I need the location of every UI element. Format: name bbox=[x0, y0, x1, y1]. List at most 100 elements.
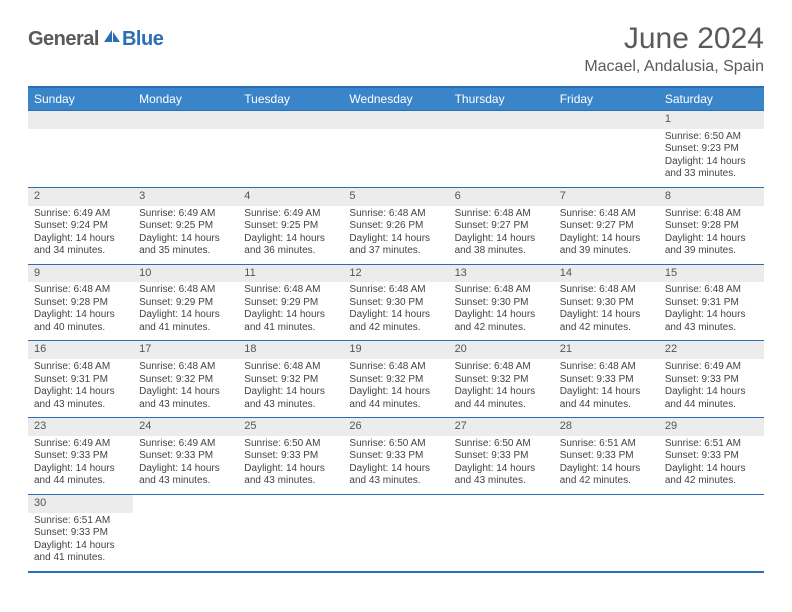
daylight-line-2: and 39 minutes. bbox=[665, 245, 758, 258]
sunset-line: Sunset: 9:26 PM bbox=[349, 220, 442, 233]
daylight-line-2: and 42 minutes. bbox=[560, 322, 653, 335]
sunset-line: Sunset: 9:33 PM bbox=[34, 450, 127, 463]
daylight-line-1: Daylight: 14 hours bbox=[244, 309, 337, 322]
day-cell bbox=[659, 494, 764, 571]
day-header-wednesday: Wednesday bbox=[343, 87, 448, 111]
daylight-line-2: and 42 minutes. bbox=[349, 322, 442, 335]
day-number: 21 bbox=[554, 341, 659, 359]
day-number: 12 bbox=[343, 265, 448, 283]
day-number: 28 bbox=[554, 418, 659, 436]
empty-day-strip bbox=[238, 111, 343, 129]
daylight-line-1: Daylight: 14 hours bbox=[665, 233, 758, 246]
day-cell: 28Sunrise: 6:51 AMSunset: 9:33 PMDayligh… bbox=[554, 418, 659, 495]
day-cell: 14Sunrise: 6:48 AMSunset: 9:30 PMDayligh… bbox=[554, 264, 659, 341]
daylight-line-2: and 44 minutes. bbox=[560, 399, 653, 412]
sunset-line: Sunset: 9:31 PM bbox=[34, 374, 127, 387]
daylight-line-2: and 43 minutes. bbox=[139, 399, 232, 412]
daylight-line-1: Daylight: 14 hours bbox=[34, 309, 127, 322]
month-title: June 2024 bbox=[584, 22, 764, 56]
daylight-line-1: Daylight: 14 hours bbox=[665, 463, 758, 476]
daylight-line-1: Daylight: 14 hours bbox=[34, 233, 127, 246]
day-body: Sunrise: 6:48 AMSunset: 9:29 PMDaylight:… bbox=[238, 282, 343, 340]
day-cell bbox=[449, 111, 554, 188]
day-number: 26 bbox=[343, 418, 448, 436]
daylight-line-2: and 43 minutes. bbox=[665, 322, 758, 335]
sunrise-line: Sunrise: 6:48 AM bbox=[560, 208, 653, 221]
day-body: Sunrise: 6:48 AMSunset: 9:31 PMDaylight:… bbox=[659, 282, 764, 340]
day-cell bbox=[238, 494, 343, 571]
day-body: Sunrise: 6:48 AMSunset: 9:27 PMDaylight:… bbox=[449, 206, 554, 264]
day-number: 20 bbox=[449, 341, 554, 359]
sail-icon bbox=[102, 28, 122, 49]
sunrise-line: Sunrise: 6:50 AM bbox=[349, 438, 442, 451]
day-header-monday: Monday bbox=[133, 87, 238, 111]
day-cell: 8Sunrise: 6:48 AMSunset: 9:28 PMDaylight… bbox=[659, 187, 764, 264]
sunset-line: Sunset: 9:32 PM bbox=[244, 374, 337, 387]
sunrise-line: Sunrise: 6:48 AM bbox=[34, 284, 127, 297]
day-cell: 26Sunrise: 6:50 AMSunset: 9:33 PMDayligh… bbox=[343, 418, 448, 495]
sunset-line: Sunset: 9:30 PM bbox=[455, 297, 548, 310]
sunset-line: Sunset: 9:33 PM bbox=[244, 450, 337, 463]
sunrise-line: Sunrise: 6:50 AM bbox=[455, 438, 548, 451]
daylight-line-1: Daylight: 14 hours bbox=[560, 309, 653, 322]
sunrise-line: Sunrise: 6:50 AM bbox=[244, 438, 337, 451]
sunset-line: Sunset: 9:33 PM bbox=[560, 374, 653, 387]
logo-text-general: General bbox=[28, 28, 99, 51]
sunset-line: Sunset: 9:28 PM bbox=[665, 220, 758, 233]
day-cell: 15Sunrise: 6:48 AMSunset: 9:31 PMDayligh… bbox=[659, 264, 764, 341]
week-row: 9Sunrise: 6:48 AMSunset: 9:28 PMDaylight… bbox=[28, 264, 764, 341]
day-body: Sunrise: 6:51 AMSunset: 9:33 PMDaylight:… bbox=[659, 436, 764, 494]
daylight-line-1: Daylight: 14 hours bbox=[244, 463, 337, 476]
sunrise-line: Sunrise: 6:48 AM bbox=[349, 361, 442, 374]
sunrise-line: Sunrise: 6:49 AM bbox=[244, 208, 337, 221]
daylight-line-1: Daylight: 14 hours bbox=[349, 309, 442, 322]
daylight-line-2: and 43 minutes. bbox=[34, 399, 127, 412]
sunset-line: Sunset: 9:33 PM bbox=[560, 450, 653, 463]
day-number: 9 bbox=[28, 265, 133, 283]
day-body: Sunrise: 6:48 AMSunset: 9:26 PMDaylight:… bbox=[343, 206, 448, 264]
daylight-line-1: Daylight: 14 hours bbox=[665, 309, 758, 322]
day-body: Sunrise: 6:49 AMSunset: 9:33 PMDaylight:… bbox=[133, 436, 238, 494]
day-body: Sunrise: 6:49 AMSunset: 9:25 PMDaylight:… bbox=[133, 206, 238, 264]
daylight-line-2: and 43 minutes. bbox=[244, 475, 337, 488]
day-number: 30 bbox=[28, 495, 133, 513]
week-row: 16 Sunrise: 6:48 AM Sunset: 9:31 PM Dayligh… bbox=[28, 341, 764, 418]
daylight-line-2: and 34 minutes. bbox=[34, 245, 127, 258]
day-cell bbox=[343, 111, 448, 188]
sunset-line: Sunset: 9:32 PM bbox=[349, 374, 442, 387]
day-body: Sunrise: 6:49 AMSunset: 9:24 PMDaylight:… bbox=[28, 206, 133, 264]
empty-day-strip bbox=[28, 111, 133, 129]
daylight-line-1: Daylight: 14 hours bbox=[665, 156, 758, 169]
day-number: 22 bbox=[659, 341, 764, 359]
day-body: Sunrise: 6:48 AMSunset: 9:28 PMDaylight:… bbox=[28, 282, 133, 340]
day-cell: 1Sunrise: 6:50 AMSunset: 9:23 PMDaylight… bbox=[659, 111, 764, 188]
day-body: Sunrise: 6:48 AMSunset: 9:33 PMDaylight:… bbox=[554, 359, 659, 417]
daylight-line-1: Daylight: 14 hours bbox=[139, 463, 232, 476]
day-cell: 9Sunrise: 6:48 AMSunset: 9:28 PMDaylight… bbox=[28, 264, 133, 341]
day-body: Sunrise: 6:49 AMSunset: 9:25 PMDaylight:… bbox=[238, 206, 343, 264]
daylight-line-2: and 41 minutes. bbox=[34, 552, 127, 565]
logo-text-blue: Blue bbox=[122, 28, 163, 51]
daylight-line-2: and 44 minutes. bbox=[349, 399, 442, 412]
day-cell: 30Sunrise: 6:51 AMSunset: 9:33 PMDayligh… bbox=[28, 494, 133, 571]
daylight-line-1: Daylight: 14 hours bbox=[244, 386, 337, 399]
daylight-line-1: Daylight: 14 hours bbox=[455, 386, 548, 399]
day-cell bbox=[133, 111, 238, 188]
sunrise-line: Sunrise: 6:49 AM bbox=[665, 361, 758, 374]
day-number: 29 bbox=[659, 418, 764, 436]
week-row: 1Sunrise: 6:50 AMSunset: 9:23 PMDaylight… bbox=[28, 111, 764, 188]
day-number: 16 bbox=[28, 341, 133, 359]
empty-day-strip bbox=[343, 111, 448, 129]
sunrise-line: Sunrise: 6:48 AM bbox=[455, 361, 548, 374]
sunset-line: Sunset: 9:32 PM bbox=[455, 374, 548, 387]
daylight-line-1: Daylight: 14 hours bbox=[349, 386, 442, 399]
day-number: 3 bbox=[133, 188, 238, 206]
sunset-line: Sunset: 9:32 PM bbox=[139, 374, 232, 387]
sunrise-line: Sunrise: 6:48 AM bbox=[665, 208, 758, 221]
day-cell: 29Sunrise: 6:51 AMSunset: 9:33 PMDayligh… bbox=[659, 418, 764, 495]
sunset-line: Sunset: 9:23 PM bbox=[665, 143, 758, 156]
day-cell: 10Sunrise: 6:48 AMSunset: 9:29 PMDayligh… bbox=[133, 264, 238, 341]
calendar-page: General Blue June 2024 Macael, Andalusia… bbox=[0, 0, 792, 583]
sunset-line: Sunset: 9:33 PM bbox=[34, 527, 127, 540]
daylight-line-2: and 38 minutes. bbox=[455, 245, 548, 258]
